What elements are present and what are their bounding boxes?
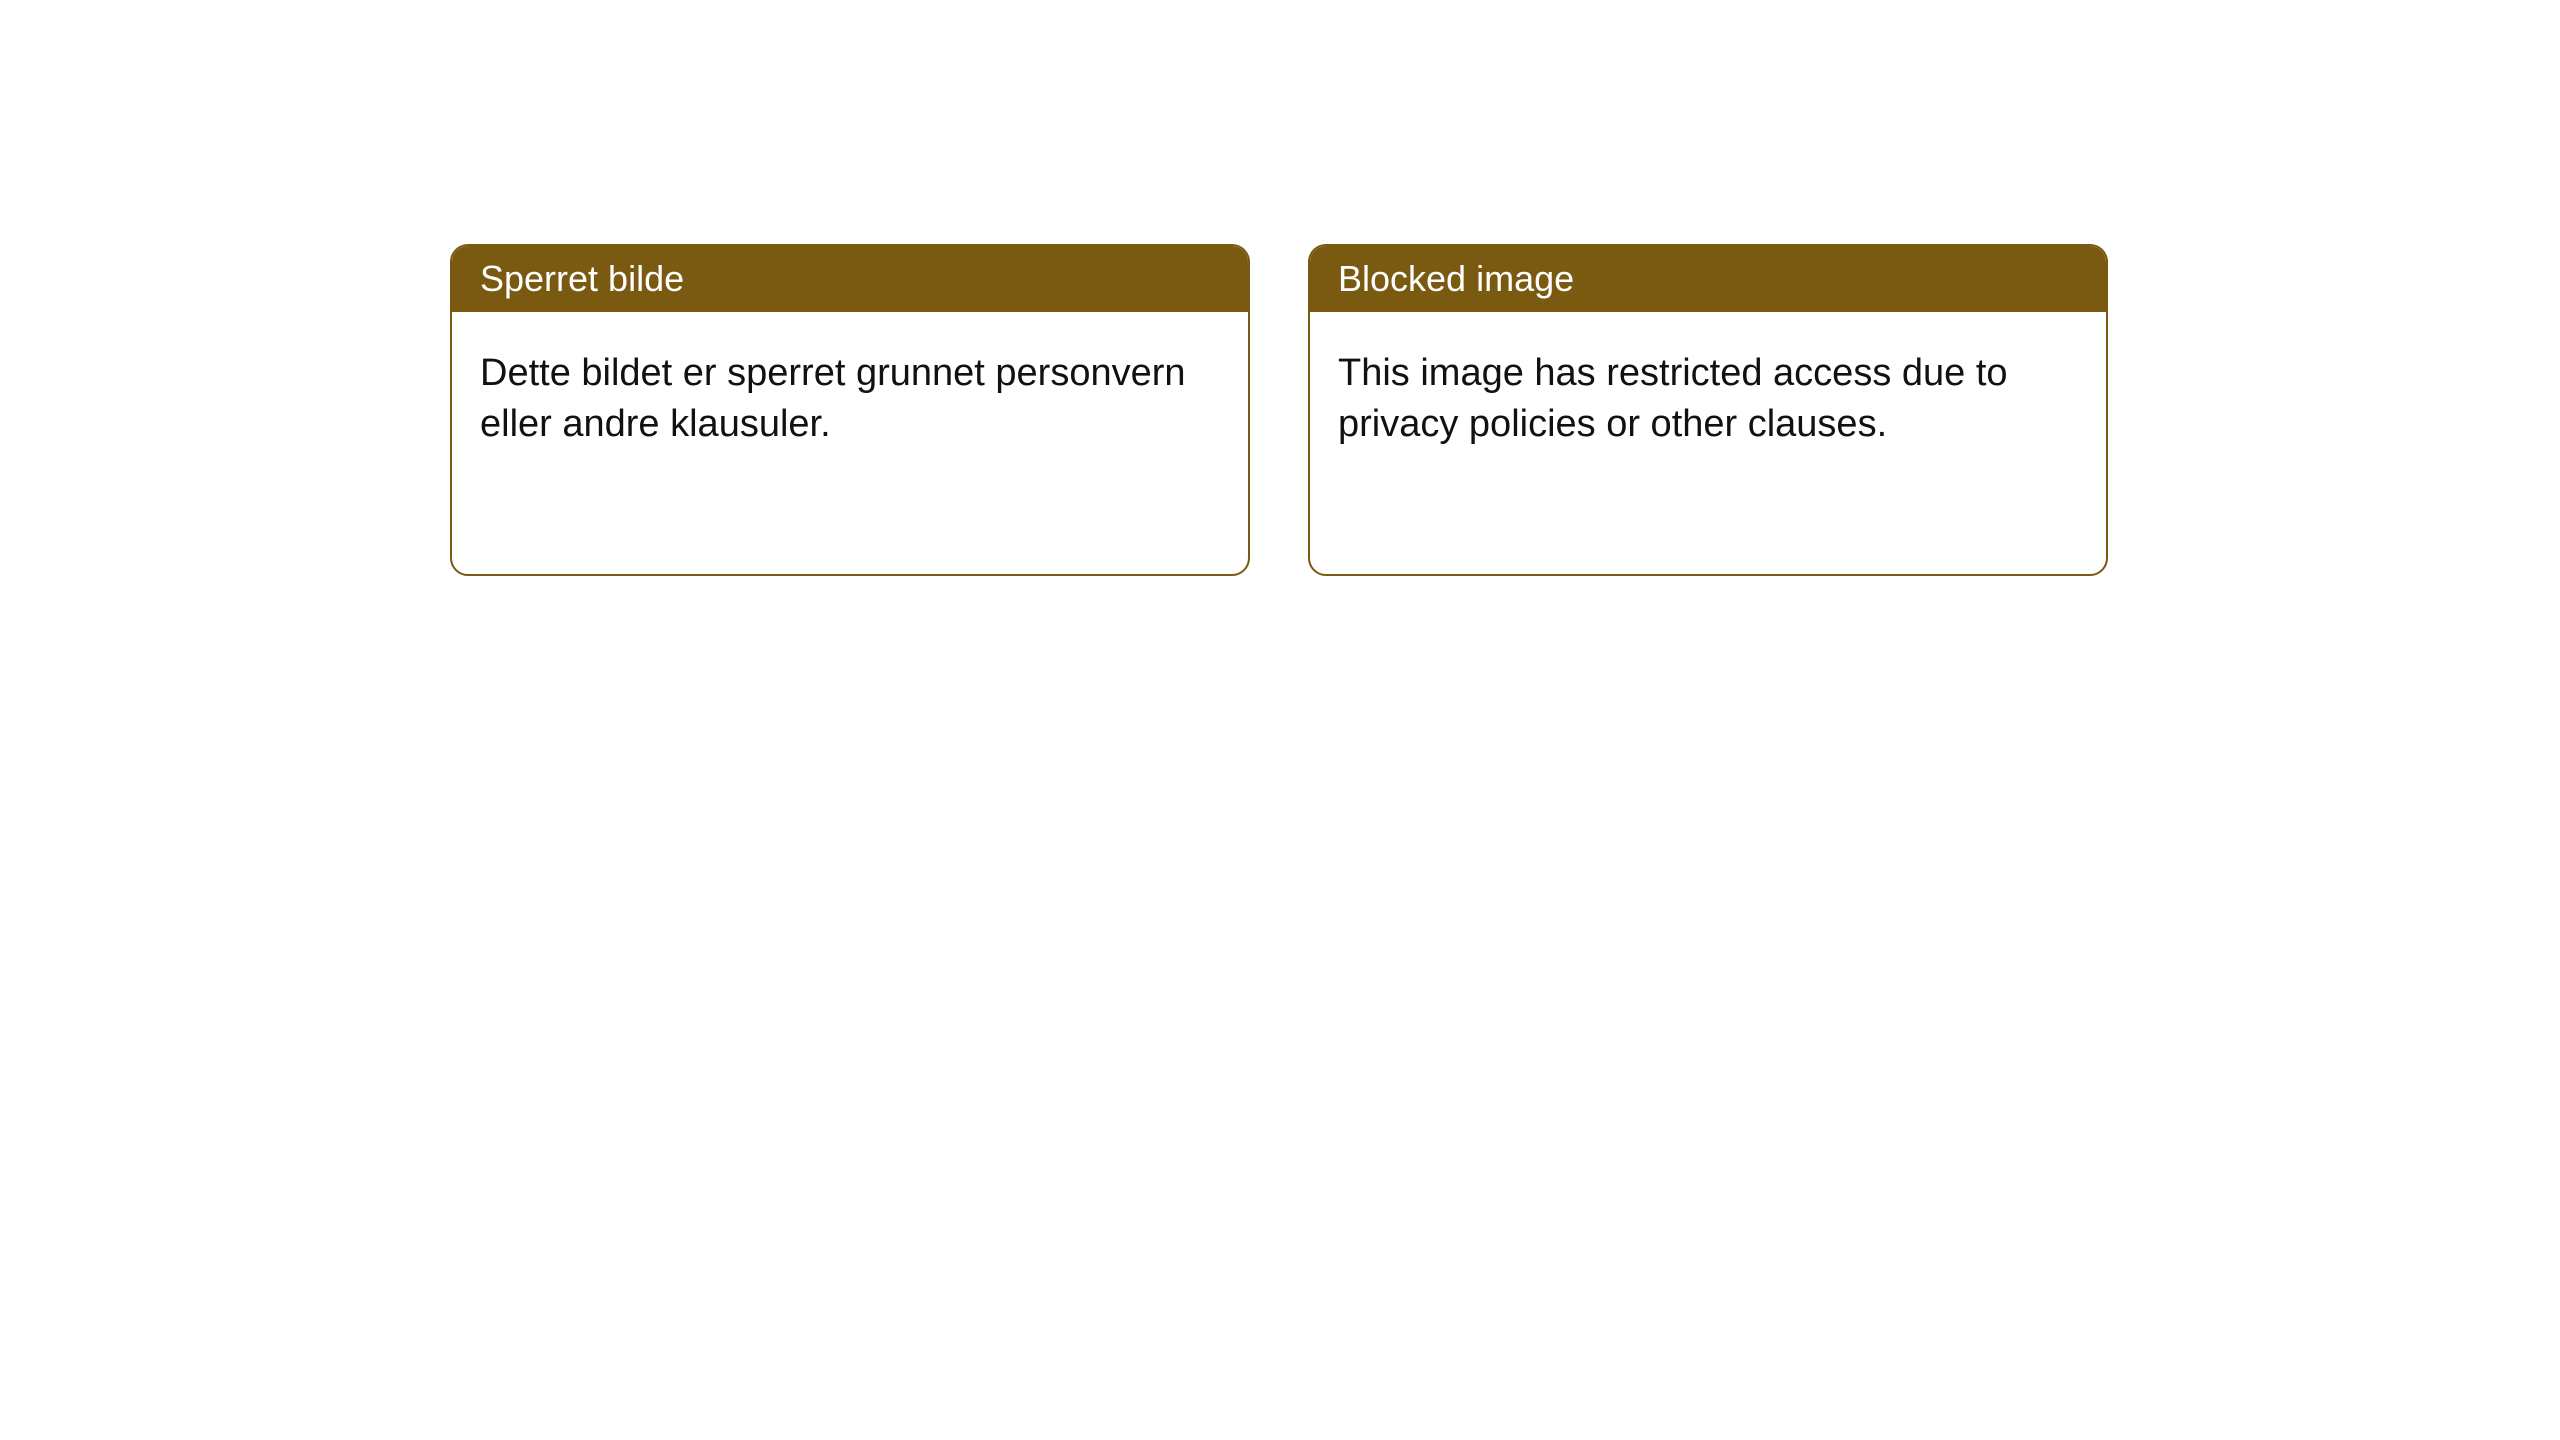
notice-body-no: Dette bildet er sperret grunnet personve… — [452, 312, 1248, 487]
notice-body-en: This image has restricted access due to … — [1310, 312, 2106, 487]
notice-header-no: Sperret bilde — [452, 246, 1248, 312]
notice-card-en: Blocked image This image has restricted … — [1308, 244, 2108, 576]
notice-container: Sperret bilde Dette bildet er sperret gr… — [0, 0, 2560, 576]
notice-card-no: Sperret bilde Dette bildet er sperret gr… — [450, 244, 1250, 576]
notice-header-en: Blocked image — [1310, 246, 2106, 312]
